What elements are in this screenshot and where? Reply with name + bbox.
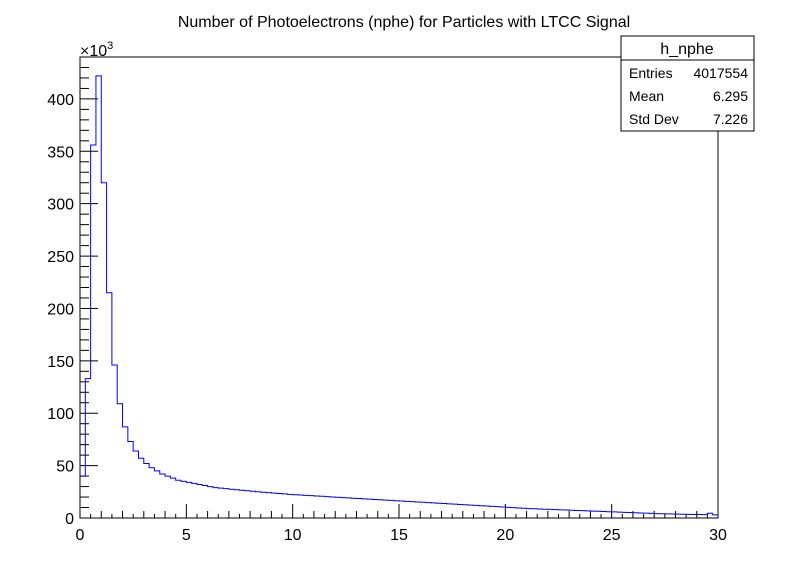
x-tick-label: 25 (603, 527, 621, 544)
x-tick-label: 0 (76, 527, 85, 544)
y-tick-label: 250 (47, 249, 74, 266)
x-axis-labels: 0 5 10 15 20 25 30 (76, 527, 727, 544)
y-multiplier-exponent: 3 (107, 40, 113, 52)
y-tick-label: 200 (47, 301, 74, 318)
x-tick-label: 15 (390, 527, 408, 544)
x-tick-label: 30 (709, 527, 727, 544)
stats-mean-value: 6.295 (713, 88, 748, 104)
y-tick-label: 300 (47, 197, 74, 214)
stats-entries-label: Entries (629, 65, 673, 81)
x-tick-label: 5 (182, 527, 191, 544)
x-tick-label: 20 (496, 527, 514, 544)
x-tick-label: 10 (284, 527, 302, 544)
stats-stddev-value: 7.226 (713, 111, 748, 127)
stats-stddev-label: Std Dev (629, 111, 679, 127)
y-tick-label: 350 (47, 144, 74, 161)
y-axis-labels: 0 50 100 150 200 250 300 350 400 (47, 92, 74, 528)
y-multiplier: ×103 (80, 40, 113, 60)
stats-mean-label: Mean (629, 88, 664, 104)
y-multiplier-base: ×10 (80, 43, 107, 60)
y-tick-label: 150 (47, 354, 74, 371)
y-tick-label: 400 (47, 92, 74, 109)
axis-ticks (79, 56, 719, 519)
y-tick-label: 50 (56, 459, 74, 476)
histogram-line (80, 75, 718, 516)
chart-title: Number of Photoelectrons (nphe) for Part… (178, 14, 630, 31)
stats-box: h_nphe Entries 4017554 Mean 6.295 Std De… (620, 35, 755, 132)
stats-name: h_nphe (660, 41, 713, 58)
stats-box-frame (620, 35, 755, 132)
y-tick-label: 100 (47, 406, 74, 423)
stats-entries-value: 4017554 (693, 65, 748, 81)
y-tick-label: 0 (65, 511, 74, 528)
